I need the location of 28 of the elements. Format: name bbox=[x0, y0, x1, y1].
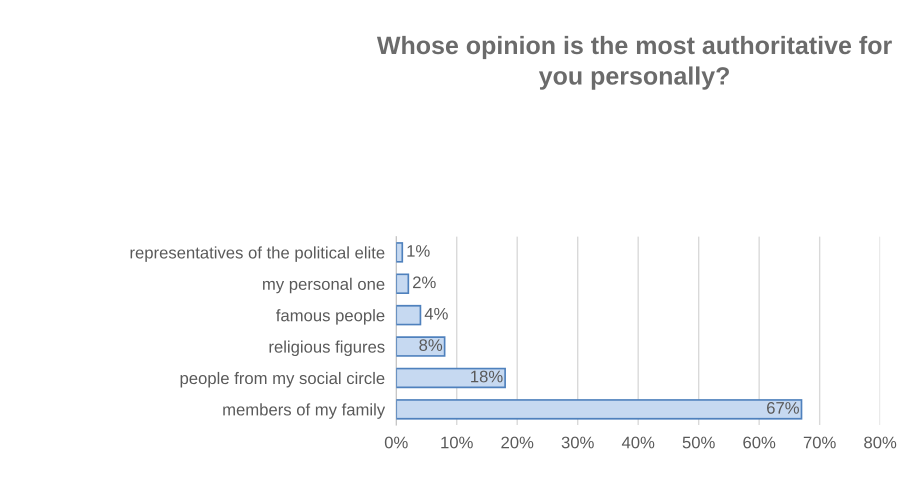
y-tick-label: religious figures bbox=[270, 340, 385, 356]
y-tick-label: representatives of the political elite bbox=[130, 246, 384, 262]
x-tick-label: 50% bbox=[682, 436, 715, 448]
bar bbox=[396, 274, 410, 294]
x-tick-label: 10% bbox=[441, 436, 473, 448]
data-label: 67% bbox=[767, 402, 799, 414]
y-tick-label: members of my family bbox=[223, 403, 386, 419]
y-tick-label: my personal one bbox=[263, 278, 384, 294]
x-tick-label: 60% bbox=[743, 436, 776, 448]
x-tick-label: 70% bbox=[804, 436, 836, 448]
data-label: 4% bbox=[424, 308, 448, 320]
bar bbox=[396, 368, 506, 388]
bar bbox=[396, 304, 422, 326]
data-label: 2% bbox=[413, 276, 436, 288]
chart-title: Whose opinion is the most authoritative for you personally? bbox=[376, 36, 892, 90]
x-tick-label: 20% bbox=[501, 436, 534, 448]
x-tick-label: 30% bbox=[562, 436, 594, 448]
bar bbox=[396, 242, 404, 263]
y-tick-label: people from my social circle bbox=[180, 372, 384, 388]
bar bbox=[396, 336, 446, 357]
x-tick-label: 80% bbox=[864, 436, 896, 448]
data-label: 18% bbox=[471, 370, 503, 382]
x-tick-label: 40% bbox=[622, 436, 654, 448]
y-tick-label: famous people bbox=[276, 309, 384, 325]
data-label: 8% bbox=[419, 339, 442, 352]
data-label: 1% bbox=[407, 245, 430, 257]
bar bbox=[396, 399, 802, 420]
x-tick-label: 0% bbox=[384, 436, 408, 448]
